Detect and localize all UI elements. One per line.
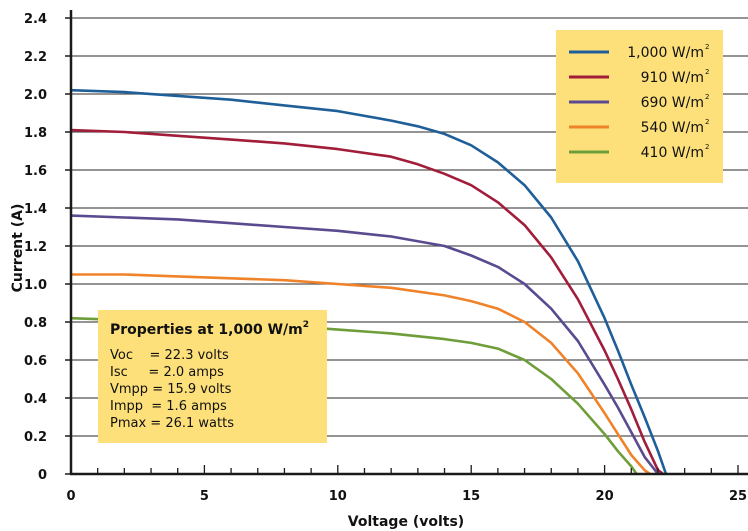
y-tick-label: 1.8 — [24, 126, 47, 141]
y-tick-label: 1.6 — [24, 164, 47, 179]
legend-label: 910 W/m — [641, 70, 704, 86]
series-line-3 — [70, 214, 660, 475]
x-tick-labels: 0 5 10 15 20 25 — [66, 489, 747, 504]
property-line: Voc = 22.3 volts — [110, 348, 229, 363]
legend-label-sup: 2 — [705, 143, 709, 151]
property-line: Vmpp = 15.9 volts — [110, 382, 232, 397]
legend-label-sup: 2 — [705, 93, 709, 101]
y-tick-label: 0.2 — [24, 430, 47, 445]
legend-label: 690 W/m — [641, 95, 704, 111]
properties-box-bg — [98, 310, 327, 443]
y-tick-label: 0.8 — [24, 316, 47, 331]
series-line-2 — [70, 128, 665, 476]
y-tick-label: 2.2 — [24, 50, 47, 65]
axes — [65, 10, 748, 476]
y-tick-labels: 0 0.2 0.4 0.6 0.8 1.0 1.2 1.4 1.6 1.8 2.0 2.2 2.4 — [24, 12, 47, 483]
property-line: Pmax = 26.1 watts — [110, 416, 234, 431]
y-tick-label: 0 — [38, 468, 47, 483]
x-tick-label: 20 — [596, 489, 614, 504]
series-line-4 — [71, 273, 651, 476]
properties-title: Properties at 1,000 W/m2 — [110, 320, 309, 338]
properties-box: Properties at 1,000 W/m2 Voc = 22.3 volt… — [98, 310, 327, 443]
x-tick-label: 15 — [462, 489, 480, 504]
y-tick-label: 1.4 — [24, 202, 47, 217]
legend-label-sup: 2 — [705, 118, 709, 126]
legend-label: 410 W/m — [641, 145, 704, 161]
y-tick-label: 0.4 — [24, 392, 47, 407]
property-line: Impp = 1.6 amps — [110, 399, 227, 414]
y-tick-label: 1.0 — [24, 278, 47, 293]
legend-label: 1,000 W/m — [627, 45, 704, 61]
y-axis-title: Current (A) — [10, 204, 26, 293]
x-tick-label: 25 — [729, 489, 747, 504]
property-line: Isc = 2.0 amps — [110, 365, 224, 380]
x-tick-label: 10 — [329, 489, 347, 504]
legend-label-sup: 2 — [705, 43, 709, 51]
x-tick-label: 0 — [66, 489, 75, 504]
x-tick-label: 5 — [200, 489, 209, 504]
y-tick-label: 2.4 — [24, 12, 47, 27]
x-axis-title: Voltage (volts) — [348, 514, 464, 530]
legend-label-sup: 2 — [705, 68, 709, 76]
y-tick-label: 2.0 — [24, 88, 47, 103]
series-line-1 — [70, 88, 668, 475]
legend-box — [556, 30, 723, 183]
y-tick-label: 1.2 — [24, 240, 47, 255]
y-tick-label: 0.6 — [24, 354, 47, 369]
legend-label: 540 W/m — [641, 120, 704, 136]
